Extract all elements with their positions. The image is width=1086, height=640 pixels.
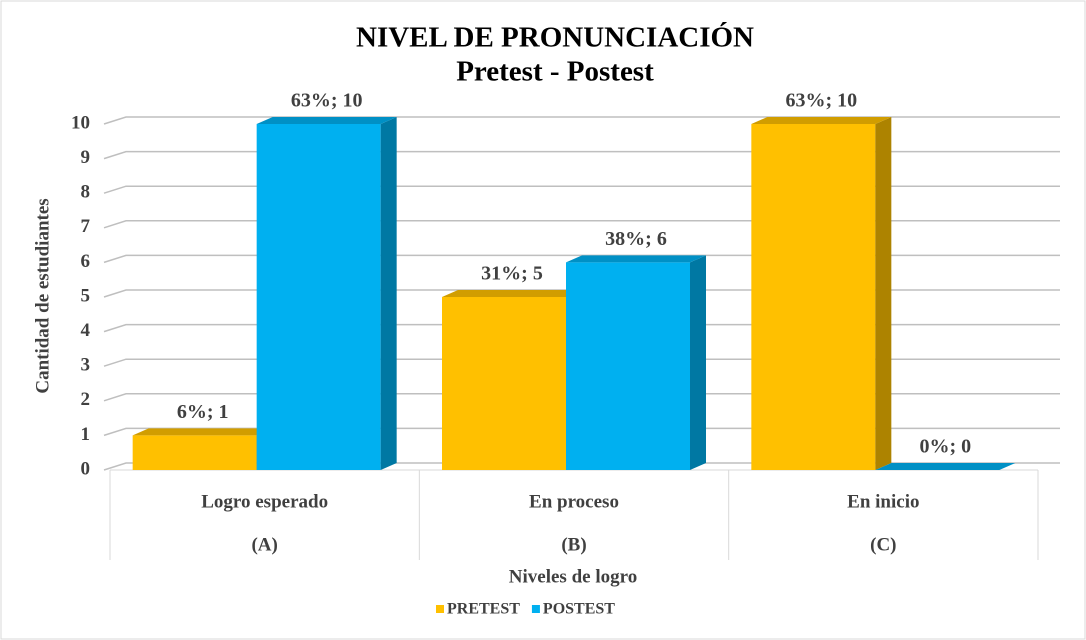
x-subtick-label: (B): [561, 534, 586, 555]
x-axis-title: Niveles de logro: [509, 566, 637, 587]
value-label: 0%; 0: [919, 436, 971, 458]
grid-line: [103, 358, 1060, 367]
bar-top: [566, 255, 706, 263]
bar-front: [256, 124, 381, 470]
y-tick-label: 4: [81, 320, 91, 341]
value-label: 38%; 6: [605, 228, 667, 250]
x-subtick-label: (A): [251, 534, 277, 555]
y-axis-title: Cantidad de estudiantes: [32, 198, 53, 393]
chart-subtitle: Pretest - Postest: [456, 56, 654, 88]
bar-side: [690, 255, 706, 470]
bar-front: [442, 297, 566, 470]
bar-top: [751, 117, 892, 124]
y-tick-label: 2: [81, 389, 91, 410]
bar-front: [751, 124, 876, 470]
value-label: 31%; 5: [481, 263, 543, 285]
y-tick-label: 8: [81, 182, 91, 203]
grid-line: [103, 254, 1060, 264]
y-tick-label: 9: [81, 147, 91, 168]
grid-line: [103, 289, 1060, 298]
grid-line: [103, 393, 1060, 402]
x-tick-label: En inicio: [847, 491, 919, 512]
y-tick-label: 0: [81, 458, 91, 479]
value-label: 6%; 1: [177, 401, 229, 423]
legend-swatch: [531, 605, 540, 613]
bar-side: [875, 117, 892, 470]
grid-line: [103, 462, 1060, 471]
x-tick-label: En proceso: [529, 491, 619, 512]
grid-line: [103, 185, 1060, 194]
grid-line: [103, 323, 1060, 333]
value-label: 63%; 10: [785, 90, 857, 112]
grid-line: [103, 427, 1060, 437]
chart-title: NIVEL DE PRONUNCIACIÓN: [356, 21, 754, 54]
y-tick-label: 3: [81, 355, 91, 376]
legend-label: PRETEST: [447, 601, 520, 618]
y-tick-label: 6: [81, 251, 91, 272]
legend-label: POSTEST: [543, 601, 615, 618]
grid-line: [103, 116, 1060, 125]
value-label: 63%; 10: [291, 90, 363, 112]
bar-front: [566, 262, 690, 470]
bar-front: [132, 435, 257, 470]
legend-swatch: [436, 605, 444, 613]
bar-top: [132, 428, 273, 436]
bar-top: [256, 117, 397, 124]
grid-line: [103, 150, 1060, 160]
y-tick-label: 7: [81, 216, 91, 237]
x-tick-label: Logro esperado: [201, 491, 328, 512]
y-tick-label: 5: [81, 285, 91, 306]
bar-top: [442, 290, 582, 297]
bar-top: [875, 463, 1016, 470]
x-subtick-label: (C): [870, 534, 896, 555]
bar-side: [380, 117, 397, 470]
grid-line: [103, 220, 1060, 229]
y-tick-label: 10: [71, 112, 90, 133]
y-tick-label: 1: [81, 424, 91, 445]
